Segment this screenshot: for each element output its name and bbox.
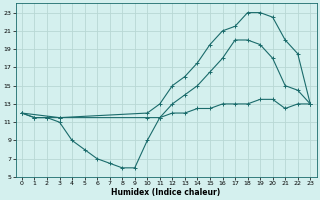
X-axis label: Humidex (Indice chaleur): Humidex (Indice chaleur) (111, 188, 221, 197)
